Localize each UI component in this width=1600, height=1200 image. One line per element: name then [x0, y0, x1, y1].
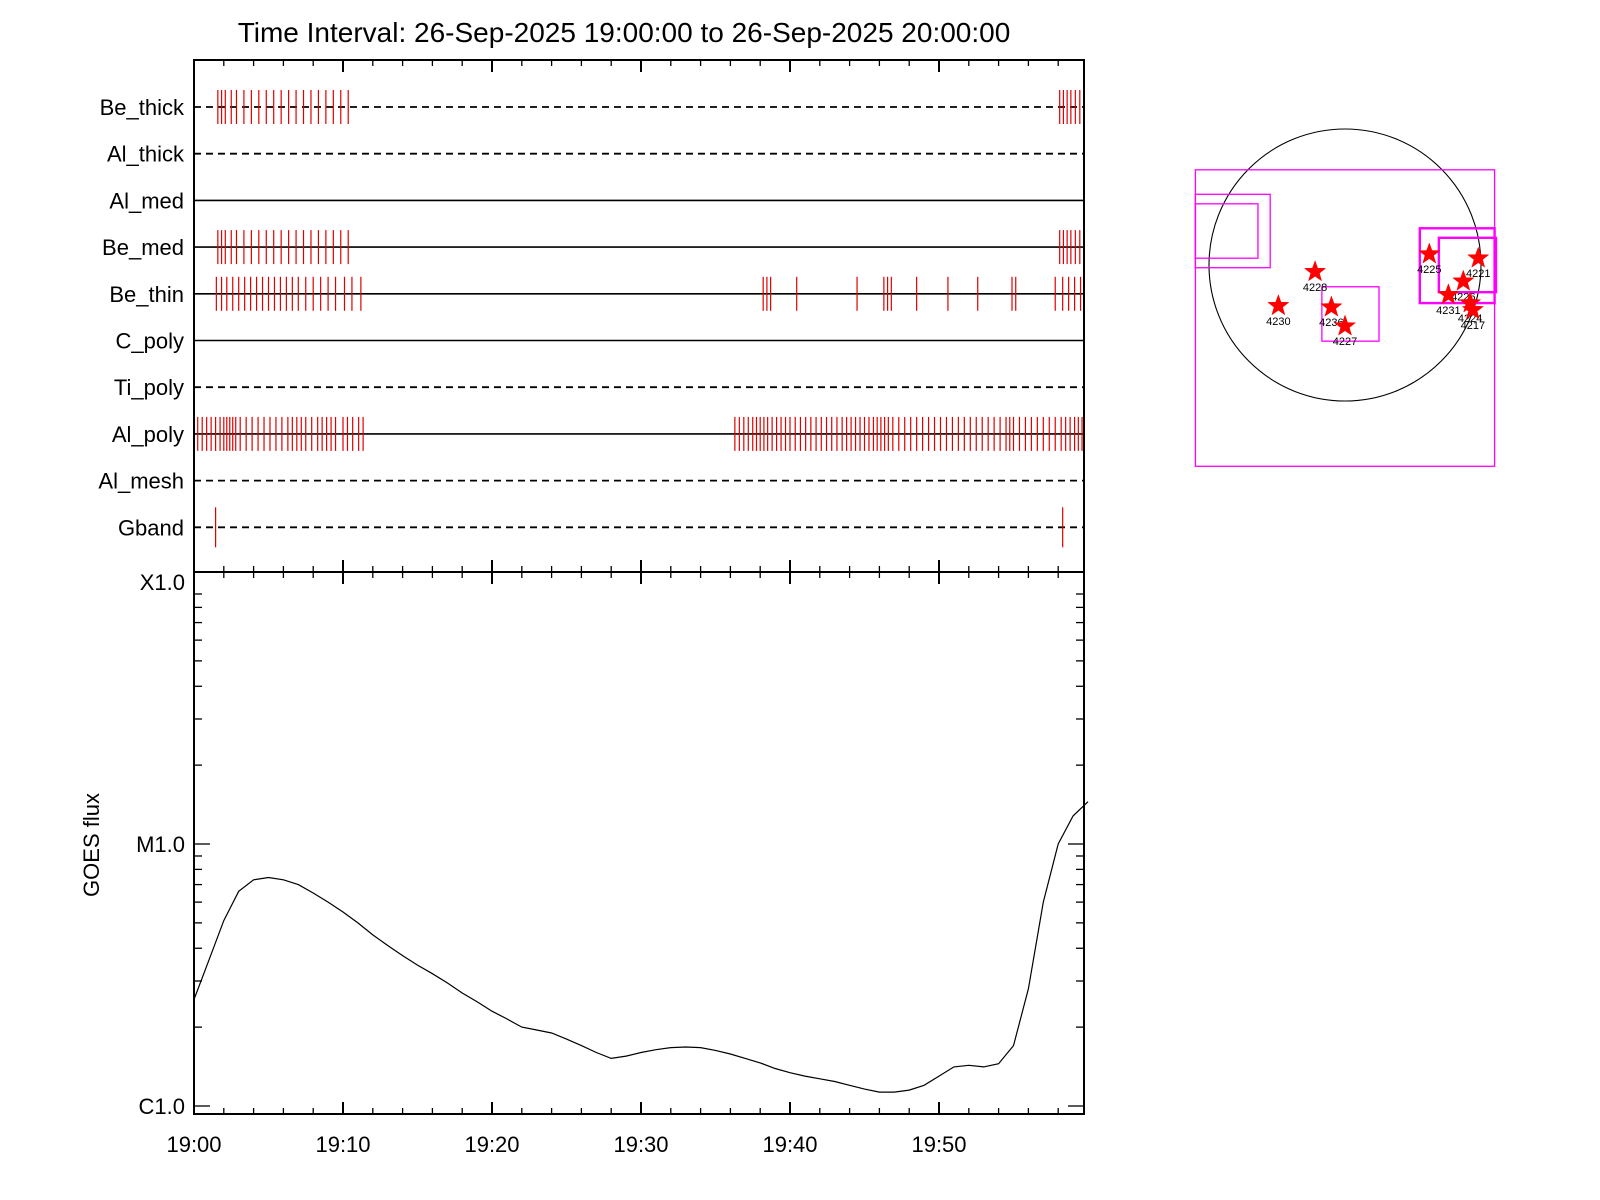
x-tick-label: 19:40	[762, 1132, 817, 1157]
y-tick-label: M1.0	[136, 832, 185, 857]
field-of-view-box	[1437, 236, 1498, 294]
channel-label: Be_med	[102, 235, 184, 260]
active-region-star	[1461, 298, 1484, 320]
filter-timeline-panel: Be_thick Al_thick Al_med Be_med Be_thin C_pol…	[98, 59, 1085, 573]
goes-flux-panel: 19:00 19:10 19:20 19:30 19:40 19:50 X1.0 M1.0 C1…	[136, 570, 1089, 1157]
channel-label: Gband	[118, 515, 184, 540]
x-tick-label: 19:00	[166, 1132, 221, 1157]
channel-label: Al_mesh	[98, 469, 184, 494]
channel-label: Be_thin	[109, 282, 184, 307]
x-tick-label: 19:10	[315, 1132, 370, 1157]
active-region-star	[1452, 269, 1475, 291]
active-region-label: 4217	[1461, 320, 1485, 332]
channel-label: Ti_poly	[114, 375, 184, 400]
channel-label: Al_med	[109, 188, 184, 213]
field-of-view-box	[1418, 227, 1496, 305]
channel-label: Al_poly	[112, 422, 184, 447]
active-region-label: 4230	[1266, 316, 1290, 328]
active-region-star	[1437, 283, 1460, 305]
active-region-label: 4236	[1319, 317, 1343, 329]
active-region-star	[1267, 294, 1290, 316]
x-tick-label: 19:20	[464, 1132, 519, 1157]
y-tick-label: C1.0	[139, 1094, 185, 1119]
active-region-label: 4227	[1333, 336, 1357, 348]
x-tick-label: 19:50	[911, 1132, 966, 1157]
active-region-label: 4231	[1436, 305, 1460, 317]
goes-frame	[193, 571, 1085, 1115]
y-tick-label: X1.0	[140, 570, 185, 595]
active-region-star	[1303, 260, 1327, 282]
y-axis-label: GOES flux	[79, 793, 104, 897]
active-region-label: 4221	[1466, 268, 1490, 280]
active-region-star	[1333, 314, 1357, 336]
active-region-label: 4228	[1303, 282, 1327, 294]
field-of-view-box	[1194, 203, 1259, 259]
chart-title: Time Interval: 26-Sep-2025 19:00:00 to 2…	[238, 17, 1011, 48]
field-of-view-box	[1321, 286, 1380, 342]
timeline-frame	[193, 59, 1085, 573]
solar-disk-limb	[1208, 128, 1482, 402]
active-region-label: 4225	[1417, 264, 1441, 276]
channel-label: C_poly	[116, 329, 184, 354]
goes-flux-curve	[193, 801, 1089, 1093]
field-of-view-box	[1194, 193, 1271, 269]
channel-label: Al_thick	[107, 142, 185, 167]
active-region-star	[1320, 295, 1343, 317]
active-region-star	[1418, 242, 1441, 264]
channel-label: Be_thick	[100, 95, 185, 120]
x-tick-label: 19:30	[613, 1132, 668, 1157]
active-region-star	[1467, 246, 1490, 268]
field-of-view-box	[1194, 169, 1496, 467]
